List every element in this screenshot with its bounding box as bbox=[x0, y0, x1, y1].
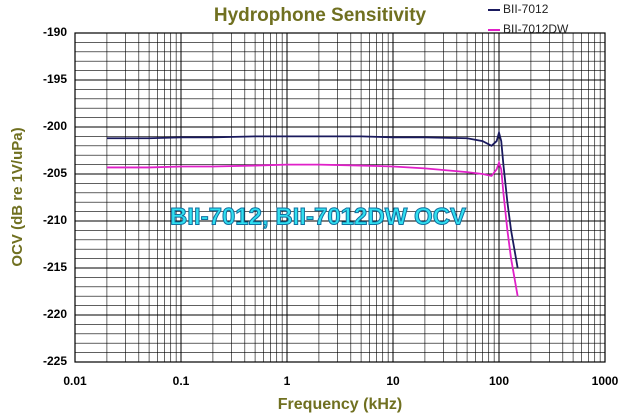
x-tick-label: 1 bbox=[284, 374, 291, 388]
x-tick-label: 10 bbox=[386, 374, 400, 388]
chart-title: Hydrophone Sensitivity bbox=[214, 5, 427, 26]
plot-frame bbox=[74, 32, 606, 363]
x-tick-label: 0.1 bbox=[173, 374, 190, 388]
y-tick-label: -205 bbox=[43, 166, 67, 180]
legend-label: BII-7012 bbox=[503, 2, 549, 16]
y-tick-label: -210 bbox=[43, 213, 67, 227]
x-axis-label: Frequency (kHz) bbox=[278, 396, 402, 413]
y-tick-label: -195 bbox=[43, 72, 67, 86]
series-line bbox=[106, 129, 519, 269]
legend-label: BII-7012DW bbox=[503, 22, 569, 36]
y-tick-label: -220 bbox=[43, 307, 67, 321]
x-tick-label: 1000 bbox=[592, 374, 619, 388]
series-line bbox=[106, 159, 519, 297]
annotation: BII-7012, BII-7012DW OCV bbox=[170, 203, 466, 230]
y-tick-label: -225 bbox=[43, 354, 67, 368]
y-axis-label: OCV (dB re 1V/uPa) bbox=[9, 127, 26, 266]
y-tick-label: -215 bbox=[43, 260, 67, 274]
y-tick-label: -190 bbox=[43, 25, 67, 39]
x-tick-label: 100 bbox=[489, 374, 509, 388]
x-tick-label: 0.01 bbox=[63, 374, 87, 388]
y-tick-label: -200 bbox=[43, 119, 67, 133]
